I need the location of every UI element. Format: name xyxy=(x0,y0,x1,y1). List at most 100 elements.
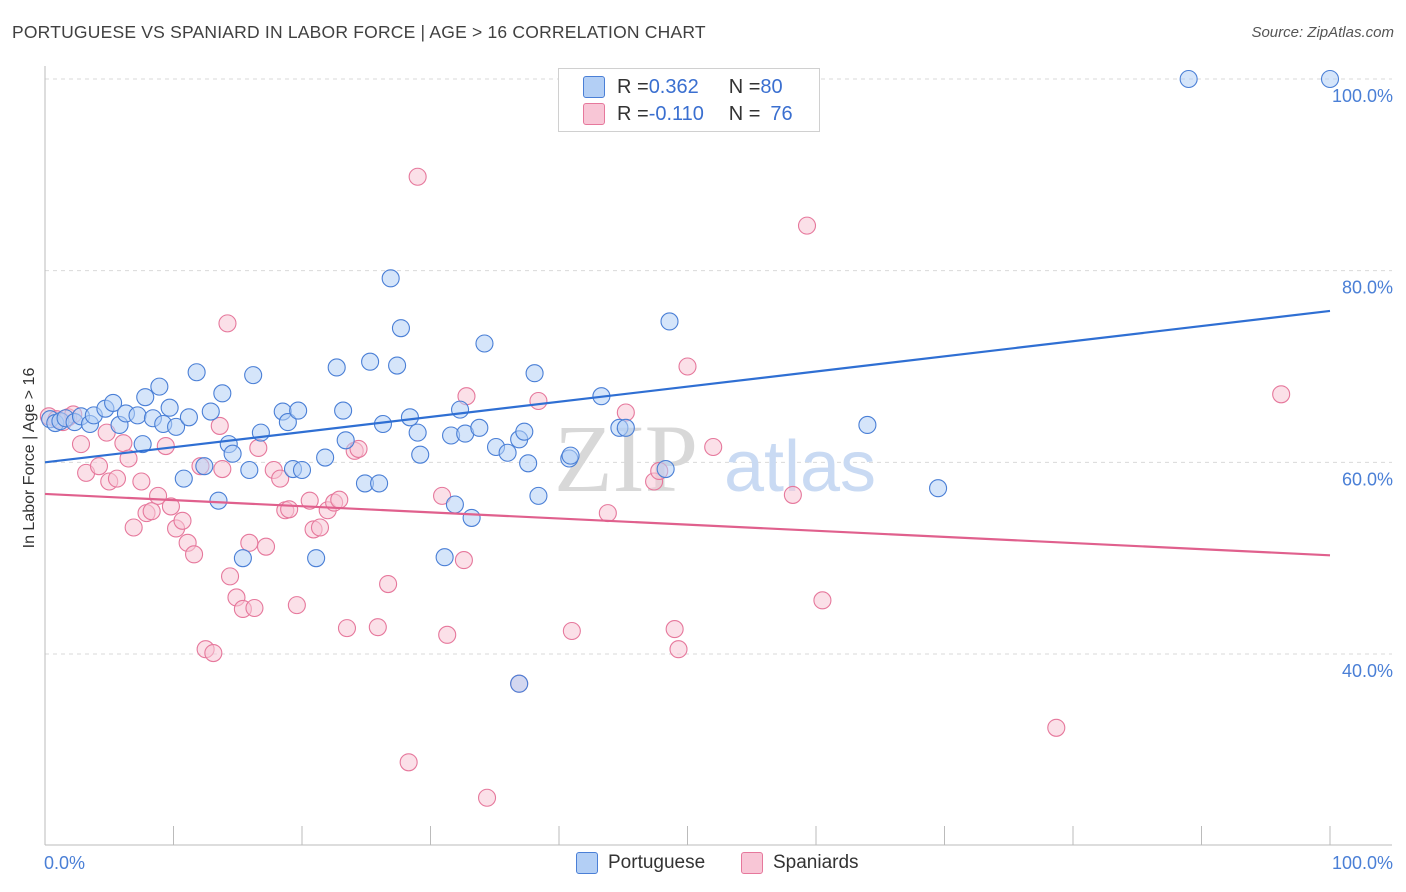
spaniards-point xyxy=(379,574,398,594)
spaniards-point xyxy=(616,403,635,422)
spaniards-point xyxy=(408,167,427,186)
portuguese-point xyxy=(223,444,242,463)
n-value: 76 xyxy=(770,102,793,125)
r-label: R = xyxy=(617,75,649,98)
spaniards-point xyxy=(245,598,264,618)
spaniards-point xyxy=(669,640,688,659)
spaniards-point xyxy=(349,439,368,458)
spaniards-point xyxy=(271,469,290,488)
portuguese-point xyxy=(316,448,335,467)
portuguese-point xyxy=(388,356,407,375)
portuguese-point xyxy=(400,408,419,427)
portuguese-point xyxy=(1320,69,1340,89)
chart-title: PORTUGUESE VS SPANIARD IN LABOR FORCE | … xyxy=(12,22,706,42)
spaniards-point xyxy=(249,438,268,458)
portuguese-point xyxy=(391,319,410,338)
portuguese-point xyxy=(133,435,152,454)
n-label: N = xyxy=(728,102,761,125)
portuguese-point xyxy=(445,495,464,514)
portuguese-point xyxy=(515,422,534,441)
spaniards-point xyxy=(598,504,617,523)
portuguese-point xyxy=(929,479,948,498)
axes xyxy=(44,66,1392,846)
portuguese-point xyxy=(435,548,454,567)
spaniards-point xyxy=(204,643,223,663)
x-tick-label: 100.0% xyxy=(1332,853,1393,873)
spaniards-point xyxy=(665,620,684,639)
spaniards-point xyxy=(71,435,91,454)
legend-item-portuguese: Portuguese xyxy=(576,852,705,874)
portuguese-point xyxy=(660,312,679,331)
tick-labels: 100.0% 80.0% 60.0% 40.0% 0.0% 100.0% xyxy=(44,86,1393,873)
spaniards-point xyxy=(256,537,276,556)
spaniards-point xyxy=(704,437,723,457)
spaniards-point xyxy=(132,472,151,491)
portuguese-points xyxy=(41,69,1340,693)
portuguese-point xyxy=(656,459,675,479)
portuguese-point xyxy=(136,388,155,407)
portuguese-point xyxy=(327,358,346,377)
portuguese-point xyxy=(160,398,179,417)
n-value: 80 xyxy=(760,75,783,98)
spaniards-point xyxy=(173,511,192,530)
spaniards-point xyxy=(477,788,497,807)
stats-row-spaniards: R = -0.110 N = 76 xyxy=(583,101,793,127)
portuguese-point xyxy=(240,460,259,480)
r-label: R = xyxy=(617,102,649,125)
portuguese-point xyxy=(370,474,389,493)
portuguese-point xyxy=(213,384,232,403)
x-tick-label: 0.0% xyxy=(44,853,85,873)
portuguese-point xyxy=(411,445,430,464)
y-tick-label: 80.0% xyxy=(1342,278,1393,298)
spaniards-point xyxy=(783,485,802,504)
portuguese-point xyxy=(150,377,169,396)
portuguese-point xyxy=(462,508,481,527)
portuguese-point xyxy=(470,418,489,437)
spaniards-point xyxy=(562,621,581,641)
spaniards-point xyxy=(119,449,138,468)
portuguese-point xyxy=(233,549,252,568)
portuguese-point xyxy=(408,423,427,442)
spaniards-point xyxy=(1272,385,1291,404)
spaniards-point xyxy=(1047,718,1066,737)
spaniards-swatch xyxy=(741,852,763,874)
portuguese-point xyxy=(451,400,470,419)
legend-item-spaniards: Spaniards xyxy=(741,852,859,874)
portuguese-swatch xyxy=(576,852,598,874)
spaniards-point xyxy=(310,518,330,537)
portuguese-point xyxy=(179,408,198,427)
y-tick-label: 60.0% xyxy=(1342,469,1393,489)
portuguese-point xyxy=(128,406,147,425)
spaniards-point xyxy=(399,753,418,772)
r-value: 0.362 xyxy=(648,75,699,98)
portuguese-point xyxy=(292,460,312,480)
spaniards-point xyxy=(433,486,452,505)
source-credit: Source: ZipAtlas.com xyxy=(1251,24,1394,41)
spaniards-swatch xyxy=(583,103,605,125)
portuguese-point xyxy=(334,401,353,420)
portuguese-trend-line xyxy=(44,309,1331,464)
legend-label-portuguese: Portuguese xyxy=(608,852,706,873)
y-tick-label: 40.0% xyxy=(1342,661,1393,681)
spaniards-point xyxy=(280,500,299,519)
spaniards-point xyxy=(161,497,180,516)
portuguese-point xyxy=(289,401,308,420)
spaniards-point xyxy=(529,391,548,411)
portuguese-point xyxy=(174,469,193,488)
spaniards-point xyxy=(107,469,127,488)
portuguese-point xyxy=(519,454,538,473)
spaniards-point xyxy=(797,216,817,235)
stats-row-portuguese: R = 0.362 N = 80 xyxy=(583,74,783,100)
portuguese-point xyxy=(510,674,529,693)
portuguese-point xyxy=(475,334,494,353)
y-tick-label: 100.0% xyxy=(1332,86,1393,106)
portuguese-point xyxy=(244,366,263,385)
y-axis-label: In Labor Force | Age > 16 xyxy=(21,368,38,549)
spaniards-point xyxy=(287,596,306,615)
spaniards-trend-line xyxy=(44,492,1331,557)
spaniards-point xyxy=(142,502,161,521)
spaniards-point xyxy=(213,459,232,479)
portuguese-point xyxy=(195,457,214,476)
portuguese-point xyxy=(529,486,548,505)
